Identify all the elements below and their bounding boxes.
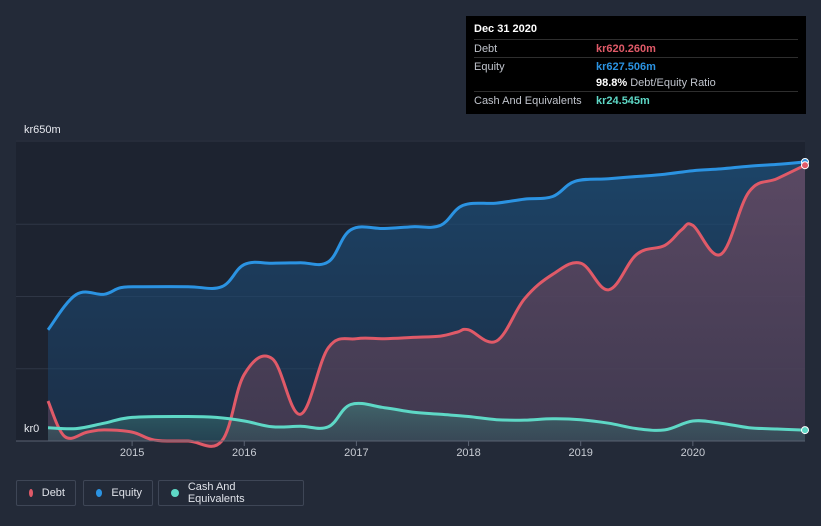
tooltip-row-equity: Equity kr627.506m <box>474 57 798 75</box>
tooltip-ratio: 98.8% Debt/Equity Ratio <box>474 75 798 91</box>
debt-dot-icon <box>29 489 33 497</box>
tooltip-row-debt: Debt kr620.260m <box>474 39 798 57</box>
x-tick-label: 2018 <box>456 447 480 459</box>
tooltip-equity-value: kr627.506m <box>596 60 656 73</box>
legend-equity-label: Equity <box>111 487 142 499</box>
legend-item-equity[interactable]: Equity <box>83 480 153 506</box>
tooltip-debt-label: Debt <box>474 42 498 55</box>
legend-item-cash[interactable]: Cash And Equivalents <box>158 480 304 506</box>
debt-area <box>48 165 805 447</box>
x-tick-label: 2016 <box>232 447 256 459</box>
tooltip-ratio-label: Debt/Equity Ratio <box>630 77 716 89</box>
x-tick-label: 2015 <box>120 447 144 459</box>
debt-end-marker <box>801 161 809 170</box>
tooltip-equity-label: Equity <box>474 60 505 73</box>
tooltip-debt-value: kr620.260m <box>596 42 656 55</box>
y-tick-label-max: kr650m <box>24 124 61 136</box>
x-tick-label: 2020 <box>681 447 705 459</box>
tooltip-cash-value: kr24.545m <box>596 94 650 107</box>
cash-dot-icon <box>171 489 179 497</box>
legend-item-debt[interactable]: Debt <box>16 480 76 506</box>
equity-dot-icon <box>96 489 103 497</box>
legend-cash-label: Cash And Equivalents <box>187 481 245 505</box>
debt-line <box>46 163 806 448</box>
tooltip-row-cash: Cash And Equivalents kr24.545m <box>474 91 798 109</box>
tooltip-ratio-value: 98.8% <box>596 77 628 89</box>
y-tick-label-zero: kr0 <box>24 423 39 435</box>
end-markers <box>801 158 809 435</box>
cash-line <box>47 401 806 432</box>
tooltip: Dec 31 2020 Debt kr620.260m Equity kr627… <box>466 16 806 114</box>
x-ticks: 2015 2016 2017 2018 2019 2020 <box>120 441 705 459</box>
cash-area <box>48 403 805 441</box>
tooltip-cash-label: Cash And Equivalents <box>474 94 582 107</box>
x-tick-label: 2017 <box>344 447 368 459</box>
equity-line <box>46 160 806 331</box>
tooltip-date: Dec 31 2020 <box>474 23 537 35</box>
cash-end-marker <box>801 426 809 435</box>
legend-debt-label: Debt <box>41 487 65 499</box>
x-tick-label: 2019 <box>568 447 592 459</box>
